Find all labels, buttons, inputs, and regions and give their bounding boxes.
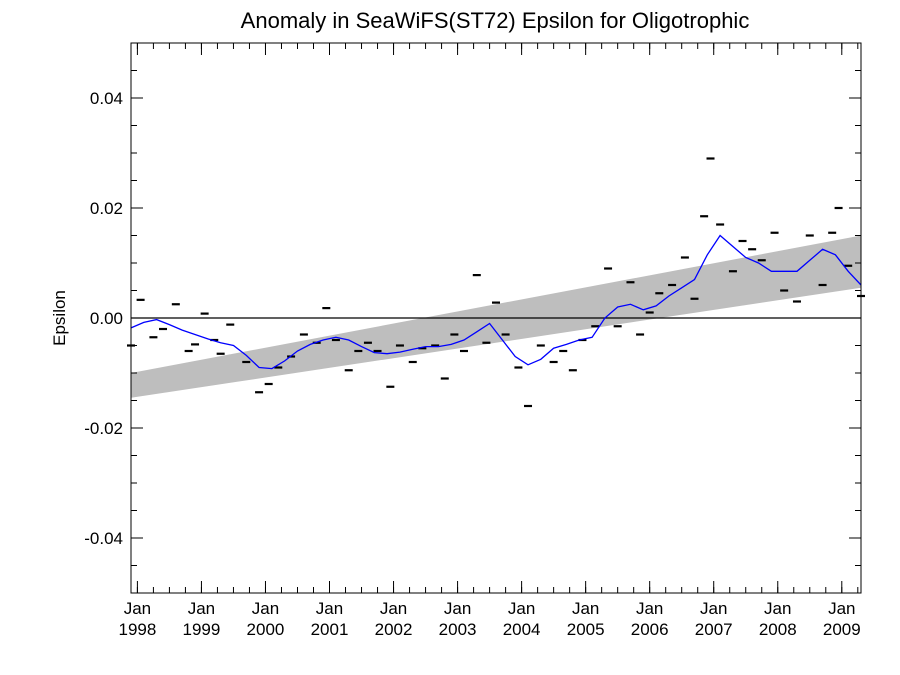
x-tick-month-label: Jan bbox=[316, 599, 343, 618]
trend-band bbox=[131, 235, 861, 398]
x-tick-month-label: Jan bbox=[636, 599, 663, 618]
x-tick-month-label: Jan bbox=[700, 599, 727, 618]
y-tick-label: -0.02 bbox=[84, 419, 123, 438]
y-tick-label: 0.04 bbox=[90, 89, 123, 108]
x-tick-month-label: Jan bbox=[444, 599, 471, 618]
x-tick-month-label: Jan bbox=[764, 599, 791, 618]
y-tick-label: 0.00 bbox=[90, 309, 123, 328]
x-tick-year-label: 1998 bbox=[118, 620, 156, 639]
x-tick-year-label: 1999 bbox=[183, 620, 221, 639]
y-axis-label: Epsilon bbox=[50, 290, 69, 346]
x-tick-month-label: Jan bbox=[508, 599, 535, 618]
x-tick-year-label: 2006 bbox=[631, 620, 669, 639]
x-tick-year-label: 2003 bbox=[439, 620, 477, 639]
x-tick-year-label: 2007 bbox=[695, 620, 733, 639]
x-tick-month-label: Jan bbox=[828, 599, 855, 618]
x-tick-month-label: Jan bbox=[380, 599, 407, 618]
y-tick-label: 0.02 bbox=[90, 199, 123, 218]
x-tick-year-label: 2002 bbox=[375, 620, 413, 639]
x-tick-year-label: 2000 bbox=[247, 620, 285, 639]
x-tick-year-label: 2008 bbox=[759, 620, 797, 639]
x-tick-month-label: Jan bbox=[124, 599, 151, 618]
x-tick-month-label: Jan bbox=[188, 599, 215, 618]
x-tick-year-label: 2004 bbox=[503, 620, 541, 639]
chart-title: Anomaly in SeaWiFS(ST72) Epsilon for Oli… bbox=[241, 8, 750, 33]
x-tick-year-label: 2001 bbox=[311, 620, 349, 639]
y-tick-label: -0.04 bbox=[84, 529, 123, 548]
smoothed-series-line bbox=[130, 234, 862, 370]
x-tick-year-label: 2009 bbox=[823, 620, 861, 639]
x-tick-month-label: Jan bbox=[572, 599, 599, 618]
x-tick-year-label: 2005 bbox=[567, 620, 605, 639]
x-tick-month-label: Jan bbox=[252, 599, 279, 618]
